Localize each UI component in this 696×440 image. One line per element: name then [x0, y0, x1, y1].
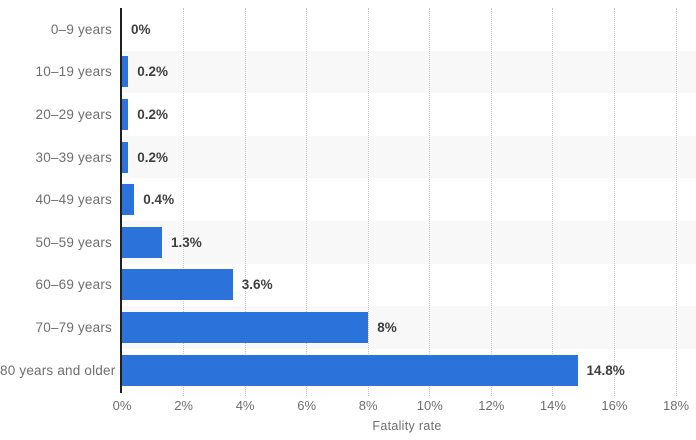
category-label: 40–49 years: [35, 192, 112, 208]
row-plot-area: 0.2%: [122, 93, 696, 136]
x-tick-label: 10%: [416, 398, 443, 413]
value-label: 0%: [131, 21, 151, 37]
chart-row: 50–59 years 1.3%: [0, 220, 696, 264]
x-tick-label: 2%: [174, 398, 193, 413]
category-label: 60–69 years: [35, 277, 112, 293]
row-plot-area: 1.3%: [122, 220, 696, 264]
bar: [122, 141, 129, 173]
value-label: 0.2%: [137, 64, 168, 80]
chart-row: 70–79 years 8%: [0, 306, 696, 349]
x-tick-label: 18%: [662, 398, 690, 413]
x-tick-label: 4%: [235, 398, 255, 413]
value-label: 0.2%: [137, 106, 168, 122]
category-label: 0–9 years: [50, 21, 112, 37]
value-label: 1.3%: [171, 234, 202, 250]
row-plot-area: 8%: [122, 306, 696, 349]
chart-row: 10–19 years 0.2%: [0, 50, 696, 94]
x-tick-label: 6%: [297, 398, 317, 413]
bar: [122, 56, 129, 88]
chart-rows: 0–9 years 0% 10–19 years 0.2% 20–29 years 0.2…: [0, 8, 696, 391]
value-label: 14.8%: [586, 362, 625, 378]
x-tick-label: 8%: [358, 398, 378, 413]
category-label: 80 years and older: [0, 362, 116, 378]
chart-row: 0–9 years 0%: [0, 8, 696, 51]
bar: [122, 269, 233, 301]
row-plot-area: 14.8%: [122, 349, 696, 392]
chart-row: 60–69 years 3.6%: [0, 264, 696, 307]
x-axis-title: Fatality rate: [372, 419, 442, 433]
bar: [122, 226, 162, 258]
value-label: 0.2%: [137, 149, 168, 165]
x-axis: 0% 2% 4% 6% 8% 10% 12% 14% 16% 18%: [113, 398, 692, 414]
x-tick-label: 0%: [112, 398, 132, 413]
bar: [122, 184, 135, 216]
y-axis-line: [120, 8, 122, 393]
chart-row: 30–39 years 0.2%: [0, 135, 696, 179]
category-label: 50–59 years: [35, 234, 112, 250]
chart-row: 40–49 years 0.4%: [0, 178, 696, 221]
bar: [122, 311, 369, 343]
bar: [122, 354, 578, 386]
row-plot-area: 3.6%: [122, 264, 696, 307]
row-plot-area: 0.2%: [122, 135, 696, 179]
x-tick-label: 16%: [601, 398, 628, 413]
x-tick-label: 14%: [539, 398, 566, 413]
category-label: 70–79 years: [35, 319, 112, 335]
value-label: 8%: [377, 319, 397, 335]
value-label: 3.6%: [241, 277, 273, 293]
bar: [122, 98, 129, 130]
category-label: 20–29 years: [35, 106, 112, 122]
row-plot-area: 0%: [122, 8, 696, 51]
chart-row: 80 years and older 14.8%: [0, 349, 696, 392]
row-plot-area: 0.2%: [122, 50, 696, 94]
category-label: 30–39 years: [35, 149, 112, 165]
value-label: 0.4%: [143, 192, 175, 208]
chart-row: 20–29 years 0.2%: [0, 93, 696, 136]
category-label: 10–19 years: [35, 64, 112, 80]
x-tick-label: 12%: [478, 398, 505, 413]
row-plot-area: 0.4%: [122, 178, 696, 221]
